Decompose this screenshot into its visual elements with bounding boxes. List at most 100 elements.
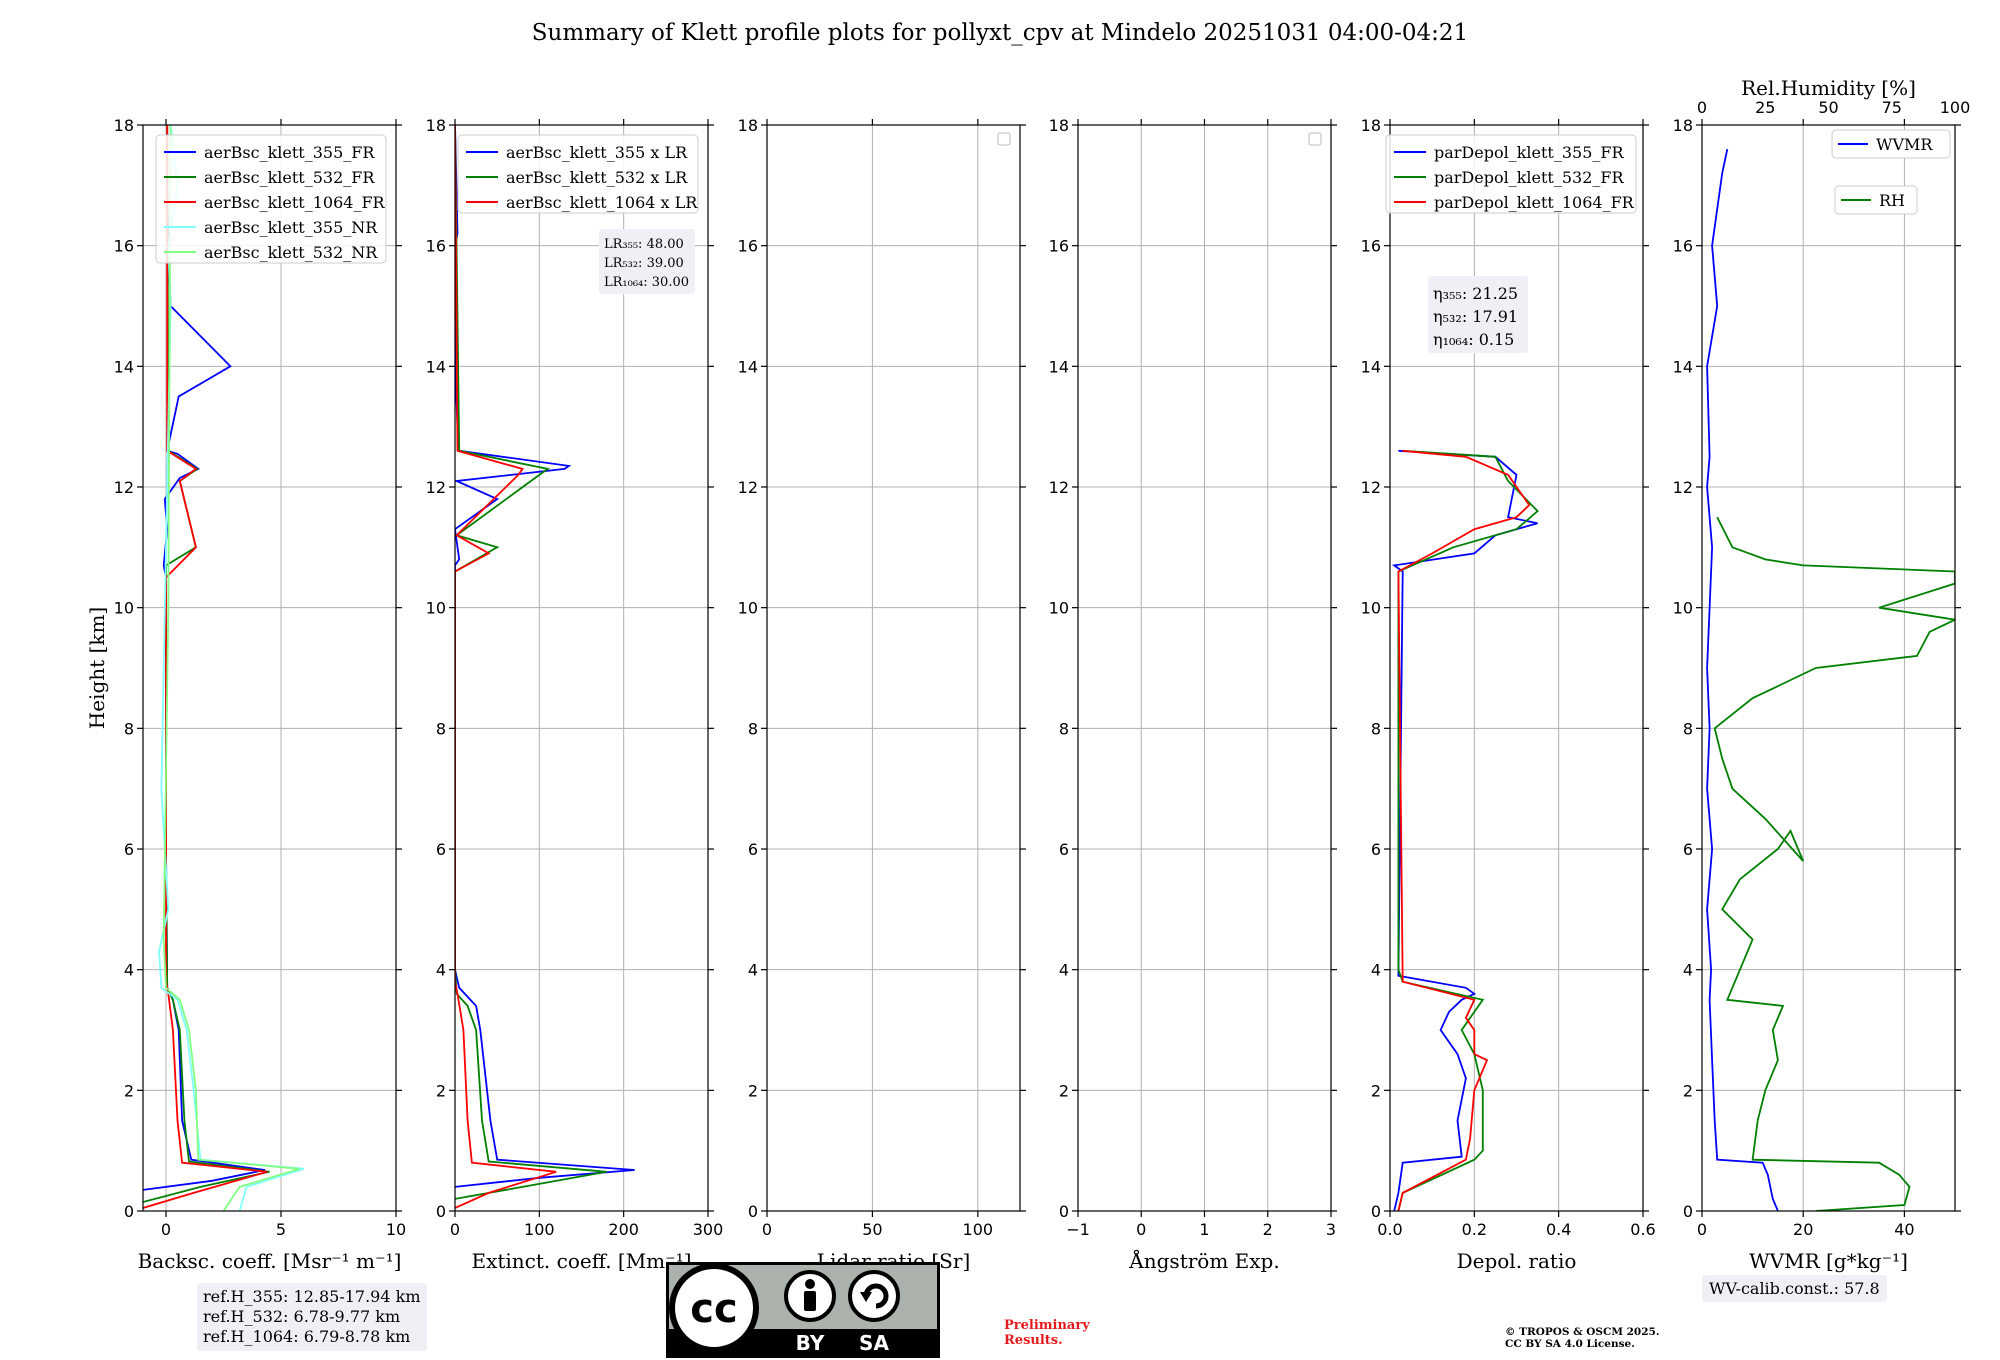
y-tick-label: 14 (1361, 357, 1381, 376)
x-tick-label: 20 (1793, 1220, 1813, 1239)
annotation-box (1428, 276, 1528, 353)
y-tick-label: 16 (426, 237, 446, 256)
x-tick-label: 1 (1199, 1220, 1209, 1239)
cc-by-sa-license-badge: cc BY SA (666, 1262, 940, 1358)
legend-box (1834, 185, 1918, 215)
sa-label: SA (859, 1331, 889, 1355)
x-tick-label: 200 (608, 1220, 639, 1239)
y-tick-label: 0 (1371, 1202, 1381, 1221)
top-tick-label: 50 (1818, 98, 1838, 117)
preliminary-note: Preliminary Results. (1004, 1318, 1090, 1348)
empty-legend (997, 132, 1011, 146)
axes-frame (1701, 124, 1956, 1212)
series-rh (1713, 516, 1955, 1211)
y-tick-label: 4 (1371, 961, 1381, 980)
preliminary-line-2: Results. (1004, 1333, 1063, 1348)
series-aerbsc-klett-1064-fr (143, 125, 268, 1209)
copyright-line-1: © TROPOS & OSCM 2025. (1505, 1326, 1660, 1338)
top-tick-label: 0 (1697, 98, 1707, 117)
x-axis-label: WVMR [g*kg⁻¹] (1749, 1249, 1908, 1273)
x-tick-label: 100 (524, 1220, 555, 1239)
x-tick-label: 0 (762, 1220, 772, 1239)
y-tick-label: 8 (748, 719, 758, 738)
y-tick-label: 2 (1371, 1081, 1381, 1100)
preliminary-line-1: Preliminary (1004, 1318, 1090, 1333)
annotation-line: η₅₃₂: 17.91 (1433, 307, 1518, 326)
y-tick-label: 8 (1683, 719, 1693, 738)
y-tick-label: 18 (738, 116, 758, 135)
y-tick-label: 2 (1059, 1081, 1069, 1100)
y-tick-label: 18 (426, 116, 446, 135)
legend-entry: aerBsc_klett_355_NR (204, 218, 378, 237)
series-aerbsc-klett-1064-x-lr (455, 125, 557, 1209)
y-tick-label: 6 (1371, 840, 1381, 859)
ref-height-532: ref.H_532: 6.78-9.77 km (203, 1307, 401, 1326)
y-tick-label: 4 (124, 961, 134, 980)
series-wvmr (1706, 148, 1779, 1211)
x-axis-label: Depol. ratio (1457, 1249, 1577, 1273)
legend-box (1385, 134, 1637, 214)
axes-frame (142, 124, 397, 1212)
y-tick-label: 16 (1361, 237, 1381, 256)
legend-entry: aerBsc_klett_532_FR (204, 168, 375, 187)
y-tick-label: 16 (738, 237, 758, 256)
y-tick-label: 8 (1059, 719, 1069, 738)
legend-entry: parDepol_klett_1064_FR (1434, 193, 1635, 212)
legend-entry: aerBsc_klett_1064 x LR (506, 193, 698, 212)
legend-entry: parDepol_klett_355_FR (1434, 143, 1625, 162)
y-tick-label: 16 (1049, 237, 1069, 256)
x-tick-label: 300 (693, 1220, 724, 1239)
top-tick-label: 75 (1882, 98, 1902, 117)
series-aerbsc-klett-532-x-lr (455, 125, 607, 1200)
x-tick-label: 50 (862, 1220, 882, 1239)
y-tick-label: 12 (1673, 478, 1693, 497)
y-tick-label: 12 (1049, 478, 1069, 497)
series-pardepol-klett-532-fr (1397, 449, 1539, 1211)
y-tick-label: 14 (114, 357, 134, 376)
x-tick-label: 0.0 (1377, 1220, 1402, 1239)
y-tick-label: 0 (436, 1202, 446, 1221)
top-tick-label: 100 (1940, 98, 1971, 117)
y-tick-label: 0 (748, 1202, 758, 1221)
annotation-line: η₃₅₅: 21.25 (1433, 284, 1518, 303)
y-tick-label: 18 (114, 116, 134, 135)
y-tick-label: 10 (738, 599, 758, 618)
y-tick-label: 4 (748, 961, 758, 980)
y-tick-label: 2 (124, 1081, 134, 1100)
y-tick-label: 18 (1673, 116, 1693, 135)
series-aerbsc-klett-532-nr (162, 125, 300, 1211)
y-tick-label: 0 (124, 1202, 134, 1221)
y-tick-label: 12 (1361, 478, 1381, 497)
y-axis-label: Height [km] (85, 607, 109, 729)
y-tick-label: 6 (124, 840, 134, 859)
annotation-line: LR₁₀₆₄: 30.00 (604, 275, 689, 290)
x-tick-label: 0 (1697, 1220, 1707, 1239)
copyright-note: © TROPOS & OSCM 2025. CC BY SA 4.0 Licen… (1505, 1326, 1660, 1350)
x-tick-label: 40 (1894, 1220, 1914, 1239)
empty-legend (1308, 132, 1322, 146)
y-tick-label: 14 (1673, 357, 1693, 376)
y-tick-label: 6 (748, 840, 758, 859)
y-tick-label: 14 (738, 357, 758, 376)
y-tick-label: 16 (114, 237, 134, 256)
y-tick-label: 16 (1673, 237, 1693, 256)
x-tick-label: −1 (1066, 1220, 1090, 1239)
x-tick-label: 0 (161, 1220, 171, 1239)
legend-entry: WVMR (1876, 135, 1933, 154)
annotation-line: LR₃₅₅: 48.00 (604, 237, 684, 252)
annotation-line: η₁₀₆₄: 0.15 (1433, 330, 1514, 349)
panel-bsc: 0 2 4 6 8 10 12 14 16 18 0 5 10 Backsc. coeff. [Msr⁻¹… (114, 116, 407, 1273)
y-tick-label: 12 (114, 478, 134, 497)
by-label: BY (796, 1331, 825, 1355)
axes-frame (454, 124, 709, 1212)
legend-entry: RH (1879, 191, 1905, 210)
sa-share-alike-icon (848, 1270, 900, 1322)
x-tick-label: 0 (450, 1220, 460, 1239)
cc-logo-text: cc (690, 1286, 737, 1332)
legend-entry: parDepol_klett_532_FR (1434, 168, 1625, 187)
y-tick-label: 18 (1049, 116, 1069, 135)
